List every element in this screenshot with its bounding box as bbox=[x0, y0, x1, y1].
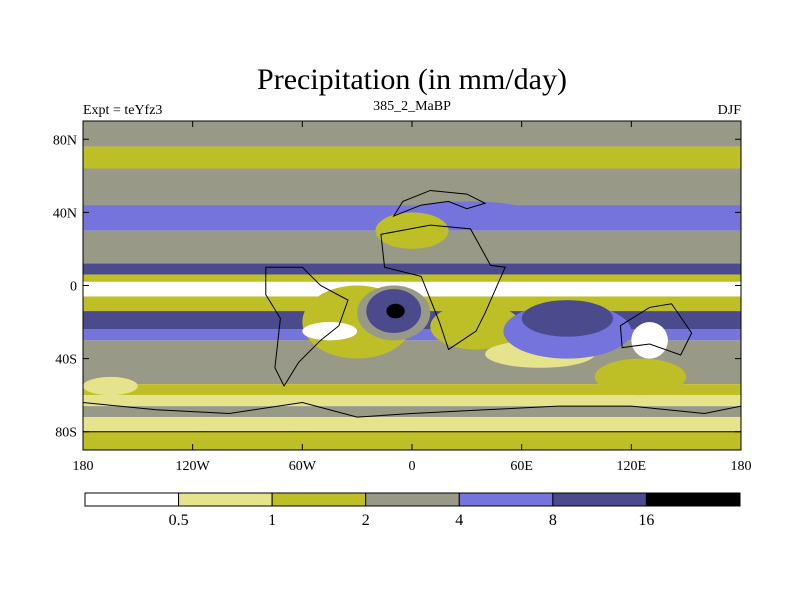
colorbar-swatch-6 bbox=[645, 492, 741, 507]
chart-title: Precipitation (in mm/day) bbox=[257, 63, 567, 96]
precip-patch-4 bbox=[302, 322, 358, 341]
x-tick-label-4: 60E bbox=[510, 459, 533, 474]
precip-band-1 bbox=[83, 146, 741, 169]
precip-band-12 bbox=[83, 384, 741, 396]
x-tick-label-5: 120E bbox=[617, 459, 647, 474]
colorbar-label-4: 8 bbox=[549, 512, 557, 529]
colorbar-swatch-1 bbox=[178, 492, 273, 507]
precip-patch-3 bbox=[386, 303, 405, 319]
x-tick-label-0: 180 bbox=[73, 459, 94, 474]
colorbar-swatch-0 bbox=[84, 492, 180, 507]
antarctica-outline bbox=[83, 401, 741, 433]
colorbar: 0.5 1 2 4 8 16 bbox=[84, 492, 741, 529]
colorbar-label-3: 4 bbox=[455, 512, 463, 529]
colorbar-swatch-5 bbox=[552, 492, 647, 507]
colorbar-label-0: 0.5 bbox=[169, 512, 189, 529]
precip-band-15 bbox=[83, 417, 741, 432]
y-tick-label-1: 40N bbox=[53, 206, 77, 221]
left-label: Expt = teYfz3 bbox=[83, 103, 162, 118]
center-label: 385_2_MaBP bbox=[373, 99, 451, 114]
colorbar-label-2: 2 bbox=[362, 512, 370, 529]
continent-outlines bbox=[83, 189, 741, 433]
x-tick-label-3: 0 bbox=[409, 459, 416, 474]
europe-outline bbox=[392, 189, 487, 218]
colorbar-swatch-3 bbox=[365, 492, 460, 507]
precip-band-14 bbox=[83, 406, 741, 418]
x-tick-label-1: 120W bbox=[176, 459, 211, 474]
x-axis: 180 120W 60W 0 60E 120E 180 bbox=[73, 121, 752, 474]
colorbar-label-1: 1 bbox=[268, 512, 276, 529]
australia-outline bbox=[619, 303, 693, 356]
precip-band-16 bbox=[83, 431, 741, 450]
colorbar-label-5: 16 bbox=[638, 512, 654, 529]
map-area bbox=[83, 121, 741, 450]
colorbar-swatch-4 bbox=[458, 492, 554, 507]
y-tick-label-3: 40S bbox=[55, 353, 77, 368]
right-label: DJF bbox=[718, 103, 742, 118]
precip-band-2 bbox=[83, 168, 741, 206]
africa-outline bbox=[380, 224, 506, 351]
y-tick-label-2: 0 bbox=[70, 280, 77, 295]
precip-patch-13 bbox=[83, 376, 138, 396]
y-tick-label-4: 80S bbox=[55, 426, 77, 441]
precip-patch-11 bbox=[375, 212, 449, 249]
precip-band-5 bbox=[83, 263, 741, 275]
precip-band-6 bbox=[83, 274, 741, 282]
y-axis: 80N 40N 0 40S 80S bbox=[53, 133, 741, 441]
precip-patch-9 bbox=[631, 322, 668, 359]
precip-band-13 bbox=[83, 395, 741, 407]
x-tick-label-6: 180 bbox=[731, 459, 752, 474]
x-tick-label-2: 60W bbox=[289, 459, 317, 474]
colorbar-swatch-2 bbox=[271, 492, 367, 507]
south-america-outline bbox=[265, 266, 349, 388]
y-tick-label-0: 80N bbox=[53, 133, 77, 148]
precip-patch-8 bbox=[521, 300, 614, 337]
precip-band-7 bbox=[83, 281, 741, 297]
precip-patch-5 bbox=[430, 303, 522, 350]
precip-patch-10 bbox=[594, 358, 687, 396]
